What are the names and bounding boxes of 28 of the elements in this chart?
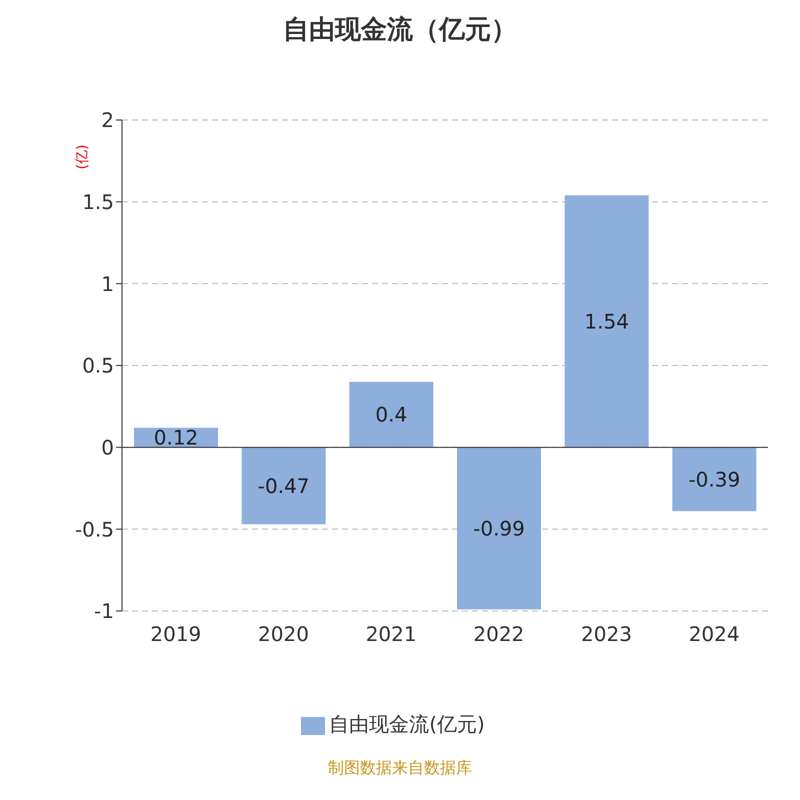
data-label: -0.39 [688, 467, 740, 492]
y-tick-label: -0.5 [74, 517, 114, 542]
data-label: 0.4 [375, 402, 408, 427]
text: 制图数据来自数据库 [327, 758, 473, 779]
x-tick-label: 2023 [581, 622, 632, 646]
x-tick-label: 2020 [258, 622, 309, 646]
y-tick-label: 2 [101, 108, 114, 132]
legend-label: 自由现金流(亿元) [329, 712, 485, 736]
bar [564, 195, 649, 448]
bar [457, 447, 541, 610]
x-tick-label: 2021 [366, 622, 417, 646]
y-tick-label: 0 [101, 435, 114, 460]
bar [349, 382, 434, 448]
x-tick-label: 2022 [473, 622, 524, 646]
bar [242, 447, 326, 524]
data-label: -0.99 [473, 516, 525, 540]
y-tick-label: 1 [101, 272, 114, 296]
data-label: 0.12 [154, 426, 198, 450]
y-tick-label: -1 [94, 599, 114, 624]
y-tick-label: 1.5 [82, 190, 114, 214]
x-tick-label: 2024 [688, 622, 740, 646]
chart-title: 自由现金流（亿元） [282, 14, 518, 47]
data-label: 1.54 [584, 309, 629, 334]
data-label: -0.47 [258, 474, 310, 498]
y-axis-title: (亿) [73, 144, 92, 170]
y-tick-label: 0.5 [82, 354, 114, 378]
x-tick-label: 2019 [150, 622, 202, 646]
bar [672, 447, 756, 512]
